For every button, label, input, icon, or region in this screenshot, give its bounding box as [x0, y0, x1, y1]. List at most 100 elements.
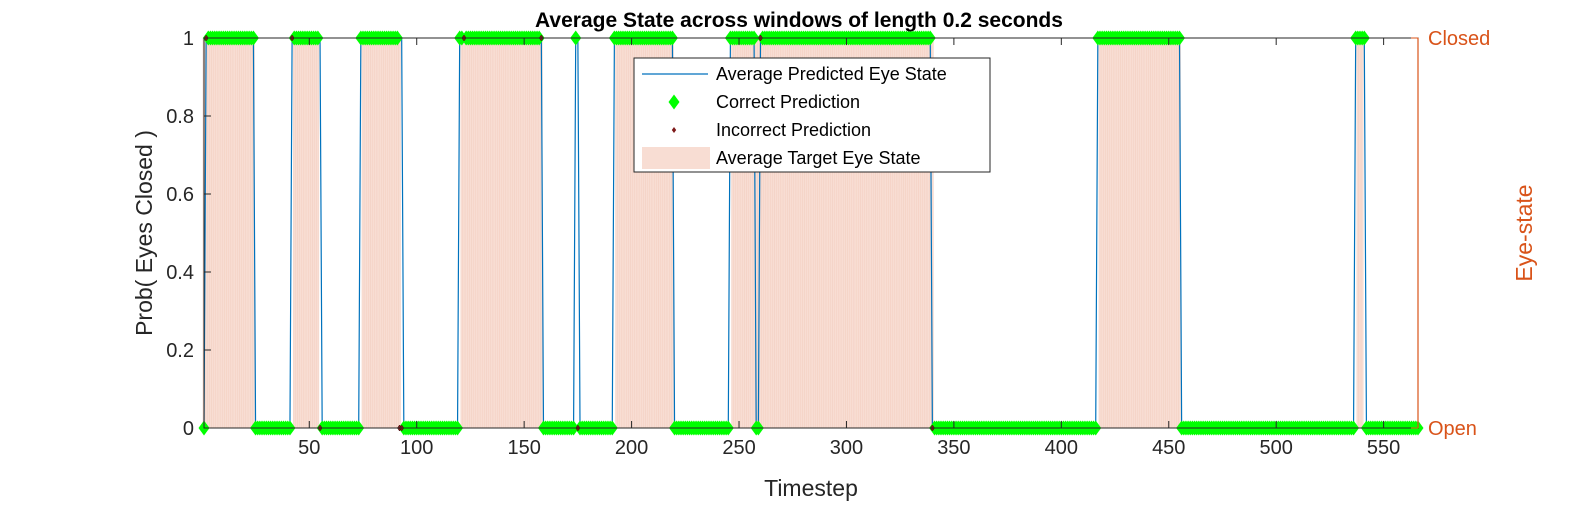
target-bar: [477, 37, 481, 429]
target-bar: [1131, 37, 1134, 429]
y-tick-label: 0.8: [166, 106, 194, 128]
target-bar: [1105, 37, 1108, 429]
target-bar: [398, 37, 401, 429]
target-bar: [295, 37, 298, 429]
target-bar: [376, 37, 380, 429]
target-bar: [490, 37, 494, 429]
target-bar: [464, 37, 468, 429]
x-tick-label: 200: [615, 437, 648, 459]
target-bar: [1143, 37, 1147, 429]
target-bar: [250, 37, 253, 429]
target-bar: [389, 37, 393, 429]
target-bar: [499, 37, 502, 429]
x-tick-label: 450: [1152, 437, 1185, 459]
target-bar: [374, 37, 378, 429]
x-tick-label: 550: [1367, 437, 1400, 459]
target-bar: [228, 37, 232, 429]
target-bar: [1120, 37, 1123, 429]
target-bar: [312, 37, 315, 429]
x-tick-label: 350: [937, 437, 970, 459]
target-bar: [469, 37, 472, 429]
target-bar: [510, 37, 513, 429]
target-bar: [232, 37, 236, 429]
target-bar: [1169, 37, 1173, 429]
target-bar: [1135, 37, 1138, 429]
target-bar: [391, 37, 395, 429]
target-bar: [370, 37, 373, 429]
x-tick-label: 50: [298, 437, 320, 459]
target-bar: [1141, 37, 1145, 429]
target-bar: [308, 37, 311, 429]
target-bar: [230, 37, 234, 429]
target-bar: [497, 37, 500, 429]
target-bar: [243, 37, 247, 429]
target-bar: [383, 37, 386, 429]
target-bar: [1173, 37, 1177, 429]
legend-symbol-correct: [668, 94, 680, 110]
target-bar: [1163, 37, 1166, 429]
target-bar: [462, 37, 466, 429]
target-bar: [1156, 37, 1160, 429]
target-bar: [1122, 37, 1125, 429]
legend: Average Predicted Eye State Correct Pred…: [633, 57, 991, 173]
target-bar: [1158, 37, 1162, 429]
target-bar: [1146, 37, 1149, 429]
target-bar: [1165, 37, 1168, 429]
x-tick-label: 100: [400, 437, 433, 459]
target-bar: [1137, 37, 1140, 429]
target-bar: [615, 37, 618, 429]
target-bar: [1126, 37, 1130, 429]
chart-title: Average State across windows of length 0…: [535, 9, 1063, 32]
target-bar: [482, 37, 485, 429]
target-bar: [1124, 37, 1128, 429]
target-bar: [501, 37, 504, 429]
target-bar: [1356, 37, 1360, 429]
target-bar: [518, 37, 522, 429]
target-bar: [396, 37, 399, 429]
target-bar: [211, 37, 214, 429]
target-bar: [522, 37, 526, 429]
legend-symbol-incorrect: [671, 127, 677, 133]
target-bar: [297, 37, 300, 429]
target-bar: [1360, 37, 1364, 429]
target-bar: [484, 37, 487, 429]
target-bar: [486, 37, 489, 429]
target-bar: [222, 37, 225, 429]
target-bar: [492, 37, 496, 429]
target-bar: [361, 37, 365, 429]
x-tick-label: 150: [507, 437, 540, 459]
target-bar: [507, 37, 511, 429]
target-bar: [219, 37, 223, 429]
target-bar: [381, 37, 384, 429]
target-bar: [299, 37, 302, 429]
target-bar: [488, 37, 491, 429]
target-bar: [1358, 37, 1362, 429]
y-tick-label: 0.4: [166, 262, 194, 284]
target-bar: [1103, 37, 1106, 429]
target-bar: [1100, 37, 1104, 429]
right-tick-label: Closed: [1428, 28, 1490, 50]
target-bar: [1139, 37, 1143, 429]
legend-entry-incorrect: Incorrect Prediction: [716, 120, 871, 140]
target-bar: [503, 37, 507, 429]
target-bar: [626, 37, 629, 429]
target-bar: [471, 37, 474, 429]
legend-entry-target: Average Target Eye State: [716, 148, 920, 168]
target-bar: [525, 37, 528, 429]
target-bar: [520, 37, 524, 429]
axes-layer: 50 100 150 200 250 300 350 400 450 500 550 0 0.2 0.4 0…: [166, 28, 1490, 459]
target-bar: [314, 37, 317, 429]
target-bar: [1118, 37, 1121, 429]
target-bar: [385, 37, 388, 429]
target-bar: [1171, 37, 1175, 429]
target-bar: [505, 37, 509, 429]
target-bar: [537, 37, 541, 429]
target-bar: [387, 37, 391, 429]
target-bar: [1109, 37, 1112, 429]
x-tick-label: 500: [1260, 437, 1293, 459]
target-bar: [1154, 37, 1158, 429]
target-bar: [1128, 37, 1132, 429]
target-bar: [1148, 37, 1151, 429]
target-bar: [1113, 37, 1117, 429]
target-bar: [619, 37, 623, 429]
